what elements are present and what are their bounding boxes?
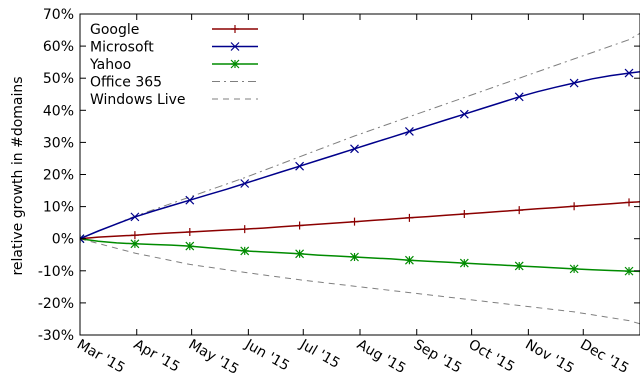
y-tick-label: 0% <box>52 232 74 248</box>
series-office-365 <box>80 32 640 240</box>
y-tick-label: 50% <box>43 71 74 87</box>
legend-label: Yahoo <box>89 57 131 73</box>
series-windows-live <box>80 238 640 325</box>
series-line-microsoft <box>80 71 640 240</box>
y-tick-label: 60% <box>43 39 74 55</box>
legend-item-microsoft: Microsoft <box>90 40 258 56</box>
y-tick-label: 30% <box>43 135 74 151</box>
data-point-yahoo <box>295 249 305 259</box>
series-microsoft <box>80 68 640 244</box>
data-point-microsoft <box>240 179 250 188</box>
y-axis-title: relative growth in #domains <box>10 76 26 275</box>
data-point-yahoo <box>240 246 250 256</box>
y-tick-label: 40% <box>43 103 74 119</box>
legend-item-google: Google <box>90 22 258 38</box>
y-tick-label: -10% <box>38 264 74 280</box>
data-point-google <box>185 227 194 236</box>
legend-label: Office 365 <box>90 75 162 91</box>
series-google <box>80 198 640 243</box>
data-point-yahoo <box>624 266 634 276</box>
y-tick-label: -20% <box>38 296 74 312</box>
x-tick-label: Dec '15 <box>577 337 631 377</box>
data-point-yahoo <box>185 241 195 251</box>
data-point-google <box>460 209 469 218</box>
data-point-microsoft <box>185 195 195 205</box>
data-point-yahoo <box>569 264 579 274</box>
x-tick-label: Nov '15 <box>522 337 576 378</box>
data-point-yahoo <box>350 252 359 262</box>
series-line-windows-live <box>80 238 640 325</box>
data-point-google <box>295 221 304 230</box>
x-tick-label: Jul '15 <box>296 336 342 372</box>
data-point-google <box>130 231 139 240</box>
legend-item-yahoo: Yahoo <box>89 57 258 73</box>
x-tick-label: Apr '15 <box>131 337 183 376</box>
x-tick-label: Oct '15 <box>466 337 518 376</box>
data-point-microsoft <box>80 234 85 244</box>
series-yahoo <box>80 234 640 276</box>
x-tick-label: Mar '15 <box>74 337 127 377</box>
legend-marker-microsoft <box>230 42 240 51</box>
data-point-microsoft <box>514 92 524 102</box>
data-point-google <box>570 202 579 211</box>
series-line-google <box>80 201 640 240</box>
data-point-yahoo <box>459 258 469 268</box>
data-point-yahoo <box>130 239 140 249</box>
data-point-yahoo <box>404 255 414 265</box>
data-point-microsoft <box>624 68 634 78</box>
series-line-office-365 <box>80 32 640 240</box>
legend-label: Microsoft <box>90 40 154 56</box>
data-point-microsoft <box>130 212 140 222</box>
data-point-microsoft <box>569 78 579 88</box>
legend-marker-yahoo <box>230 59 240 69</box>
data-point-yahoo <box>514 261 524 271</box>
data-point-microsoft <box>404 127 414 136</box>
legend-label: Google <box>90 22 139 38</box>
x-tick-label: Jun '15 <box>241 336 291 374</box>
y-tick-label: 10% <box>43 200 74 216</box>
y-tick-label: -30% <box>38 328 74 344</box>
legend-label: Windows Live <box>90 92 186 108</box>
y-tick-label: 20% <box>43 168 74 184</box>
legend-item-windows-live: Windows Live <box>90 92 258 108</box>
legend-marker-google <box>231 25 239 33</box>
plot-frame <box>79 13 640 336</box>
data-point-google <box>350 217 359 226</box>
data-point-microsoft <box>295 161 305 171</box>
x-tick-label: Sep '15 <box>411 337 464 377</box>
data-point-google <box>625 198 634 207</box>
x-tick-label: Aug '15 <box>354 337 408 378</box>
data-point-google <box>240 225 249 234</box>
x-tick-label: May '15 <box>186 337 242 378</box>
data-point-google <box>515 206 524 215</box>
legend-item-office-365: Office 365 <box>90 75 258 91</box>
y-tick-label: 70% <box>43 7 74 23</box>
series-layer <box>80 32 640 325</box>
data-point-google <box>405 213 414 222</box>
data-point-microsoft <box>459 109 469 119</box>
series-line-yahoo <box>80 237 640 273</box>
data-point-microsoft <box>350 144 359 154</box>
